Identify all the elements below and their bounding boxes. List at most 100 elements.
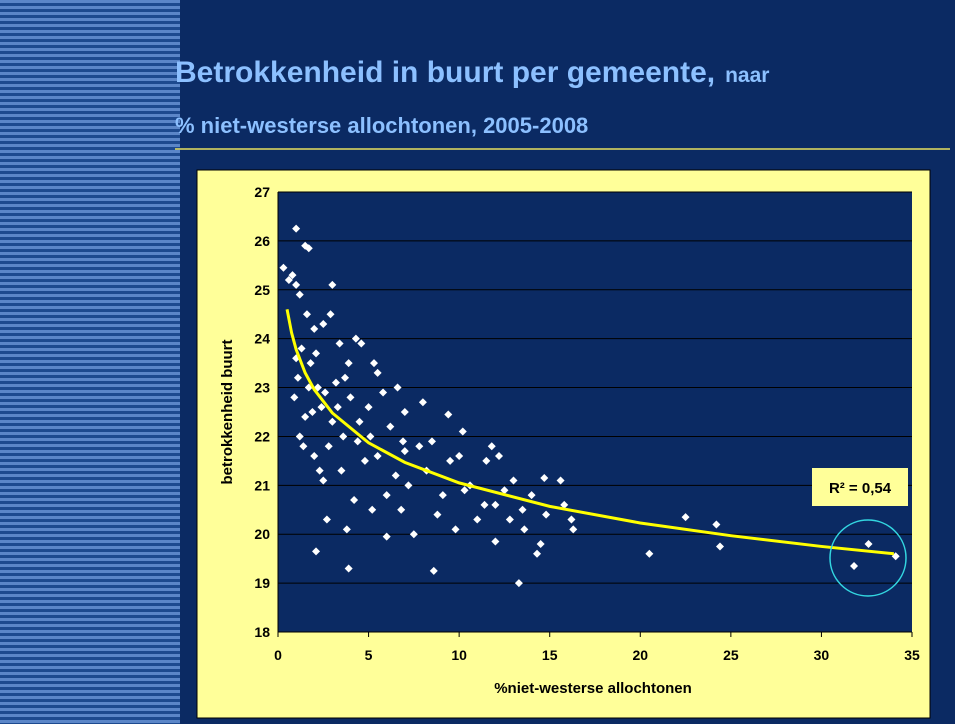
point — [310, 324, 319, 333]
y-tick-label: 26 — [254, 233, 270, 249]
point — [500, 486, 509, 495]
point — [353, 437, 362, 446]
point — [409, 530, 418, 539]
point — [433, 510, 442, 519]
point — [386, 422, 395, 431]
title-suffix: naar — [725, 64, 769, 87]
title-main: Betrokkenheid in buurt per gemeente, — [175, 56, 715, 89]
point — [373, 452, 382, 460]
point — [712, 520, 721, 529]
point — [288, 271, 297, 280]
y-tick-label: 18 — [254, 624, 270, 640]
point — [304, 244, 313, 253]
point — [351, 334, 360, 343]
point — [301, 412, 310, 421]
point — [446, 456, 455, 465]
point — [360, 456, 369, 465]
point — [438, 491, 447, 500]
point — [292, 280, 301, 289]
point — [370, 359, 379, 368]
point — [850, 562, 859, 570]
point — [310, 452, 319, 460]
point — [491, 500, 500, 509]
y-tick-label: 27 — [254, 184, 270, 200]
x-tick-label: 5 — [365, 647, 373, 663]
point — [560, 500, 569, 509]
point — [864, 540, 873, 548]
y-tick-label: 21 — [254, 477, 270, 493]
point — [509, 476, 518, 485]
point — [398, 437, 407, 446]
point — [458, 427, 467, 436]
x-tick-label: 35 — [904, 647, 920, 663]
point — [382, 491, 391, 500]
point — [514, 579, 523, 588]
point — [333, 403, 342, 412]
point — [292, 224, 301, 233]
point — [455, 452, 464, 460]
point — [681, 513, 690, 522]
point — [302, 310, 311, 319]
title: Betrokkenheid in buurt per gemeente, naar — [175, 56, 769, 89]
point — [505, 515, 514, 524]
stripe-band — [0, 0, 180, 724]
point — [306, 359, 315, 368]
point — [290, 393, 299, 402]
point — [341, 373, 350, 382]
trendline — [285, 309, 895, 556]
point — [427, 437, 436, 446]
x-tick-label: 30 — [814, 647, 830, 663]
x-tick-label: 15 — [542, 647, 558, 663]
point — [355, 417, 364, 426]
point — [319, 476, 328, 485]
point — [379, 388, 388, 397]
point — [312, 547, 321, 556]
point — [326, 310, 335, 319]
point — [295, 290, 304, 299]
point — [567, 515, 576, 524]
point — [460, 486, 469, 495]
point — [473, 515, 482, 524]
point — [569, 525, 578, 534]
x-tick-label: 25 — [723, 647, 739, 663]
point — [400, 447, 409, 456]
point — [324, 442, 333, 451]
point — [328, 417, 337, 426]
y-tick-label: 25 — [254, 282, 270, 298]
point — [346, 393, 355, 402]
point — [368, 505, 377, 514]
highlight-circle — [829, 519, 907, 597]
point — [315, 466, 324, 475]
point — [382, 532, 391, 541]
point — [400, 408, 409, 416]
point — [451, 525, 460, 534]
point — [556, 476, 565, 485]
point — [520, 525, 529, 534]
y-tick-label: 24 — [254, 331, 270, 347]
point — [429, 566, 438, 575]
point — [337, 466, 346, 475]
point — [397, 505, 406, 514]
y-tick-label: 19 — [254, 575, 270, 591]
plot-area — [278, 192, 912, 632]
point — [366, 432, 375, 441]
point — [321, 388, 330, 397]
point — [344, 564, 353, 573]
x-tick-label: 10 — [451, 647, 467, 663]
point — [279, 263, 288, 272]
y-tick-label: 20 — [254, 526, 270, 542]
subtitle: % niet-westerse allochtonen, 2005-2008 — [175, 113, 588, 138]
point — [284, 276, 293, 284]
point — [319, 320, 328, 328]
point — [331, 378, 340, 387]
point — [357, 339, 366, 348]
point — [297, 344, 306, 353]
point — [299, 442, 308, 451]
point — [491, 537, 500, 546]
point — [339, 432, 348, 441]
point — [715, 542, 724, 551]
point — [542, 510, 551, 519]
point — [317, 403, 326, 412]
